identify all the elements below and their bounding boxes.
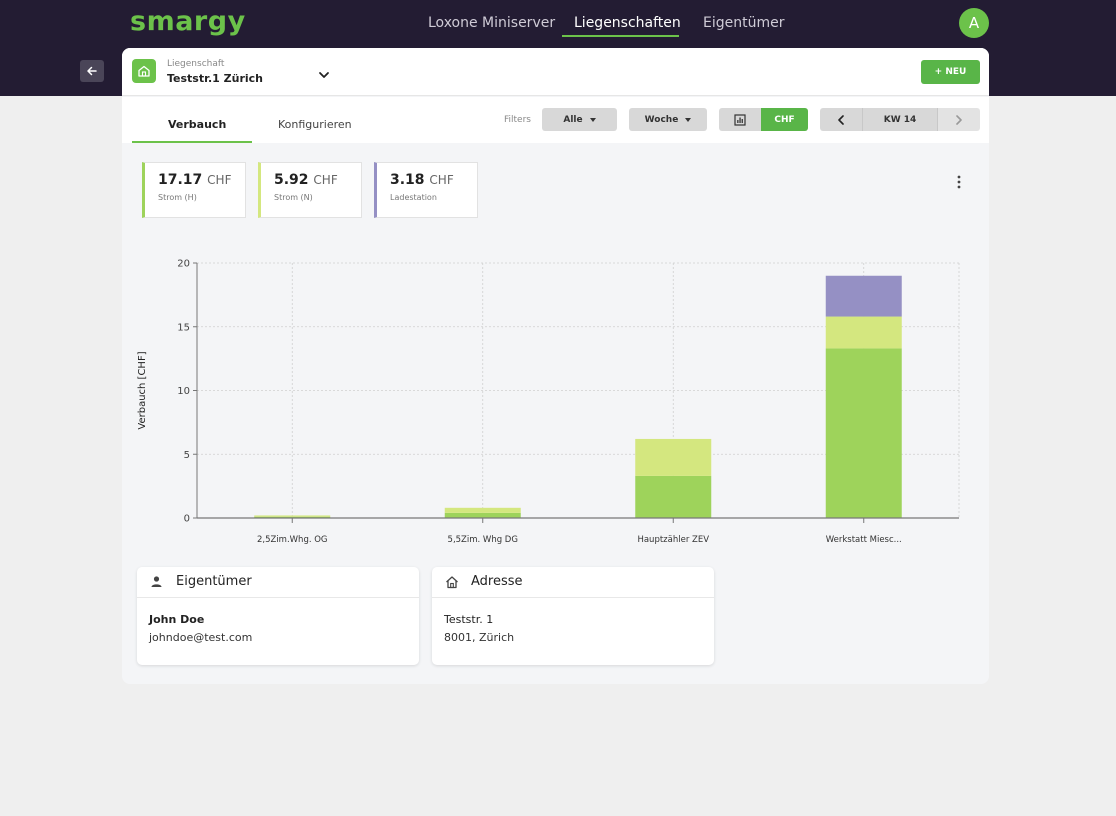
- filters-label: Filters: [504, 115, 531, 125]
- bar-segment: [444, 507, 521, 513]
- owner-card-header: Eigentümer: [137, 567, 419, 598]
- bar-segment: [825, 348, 902, 518]
- address-card-header: Adresse: [432, 567, 714, 598]
- address-city: 8001, Zürich: [444, 631, 515, 644]
- filter-period-dropdown[interactable]: Woche: [629, 108, 707, 131]
- chevron-down-icon[interactable]: [318, 65, 330, 84]
- bar-segment: [635, 475, 712, 518]
- address-street: Teststr. 1: [444, 613, 494, 626]
- chevron-right-icon: [956, 114, 962, 125]
- owner-card: Eigentümer John Doe johndoe@test.com: [137, 567, 419, 665]
- filter-all-dropdown[interactable]: Alle: [542, 108, 617, 131]
- tab-active-indicator: [132, 141, 252, 143]
- bar-segment: [444, 512, 521, 518]
- more-vertical-icon[interactable]: [957, 174, 961, 193]
- home-icon: [446, 576, 458, 589]
- nav-eigentuemer[interactable]: Eigentümer: [703, 15, 785, 31]
- property-name: Teststr.1 Zürich: [167, 72, 263, 85]
- kpi-value: 3.18 CHF: [390, 172, 454, 188]
- owner-card-title: Eigentümer: [176, 574, 252, 589]
- kpi-card: 17.17 CHF Strom (H): [142, 162, 246, 218]
- bar-segment: [635, 438, 712, 476]
- y-axis-label: Verbauch [CHF]: [137, 351, 148, 429]
- prev-week-button[interactable]: [820, 108, 862, 131]
- chevron-left-icon: [838, 114, 844, 125]
- home-icon: [132, 59, 156, 83]
- caret-down-icon: [685, 117, 692, 122]
- kpi-label: Strom (N): [274, 193, 313, 202]
- nav-liegenschaften[interactable]: Liegenschaften: [574, 15, 681, 31]
- kpi-value: 5.92 CHF: [274, 172, 338, 188]
- chart-view-toggle[interactable]: [719, 108, 761, 131]
- arrow-left-icon: [87, 66, 97, 76]
- x-tick-label: Werkstatt Miesc...: [826, 535, 902, 545]
- y-tick-label: 20: [177, 259, 190, 270]
- y-tick-label: 0: [184, 514, 190, 525]
- x-tick-label: 2,5Zim.Whg. OG: [257, 535, 328, 545]
- back-button[interactable]: [80, 60, 104, 82]
- new-button[interactable]: + NEU: [921, 60, 980, 84]
- kpi-label: Ladestation: [390, 193, 437, 202]
- bar-segment: [254, 515, 331, 517]
- property-card: Liegenschaft Teststr.1 Zürich + NEU Verb…: [122, 48, 989, 684]
- nav-active-indicator: [562, 35, 679, 37]
- y-tick-label: 5: [184, 450, 190, 461]
- user-avatar[interactable]: A: [959, 8, 989, 38]
- address-card-title: Adresse: [471, 574, 523, 589]
- bar-segment: [825, 316, 902, 349]
- filter-period-label: Woche: [644, 114, 679, 125]
- chf-toggle[interactable]: CHF: [761, 108, 808, 131]
- bar-chart-icon: [734, 113, 746, 126]
- app-logo[interactable]: smargy: [130, 6, 246, 37]
- filter-all-label: Alle: [563, 114, 583, 125]
- bar-segment: [825, 275, 902, 317]
- y-tick-label: 10: [177, 386, 190, 397]
- tab-konfigurieren[interactable]: Konfigurieren: [278, 118, 352, 131]
- week-label: KW 14: [862, 108, 938, 131]
- person-icon: [151, 576, 162, 587]
- x-tick-label: Hauptzähler ZEV: [637, 535, 709, 545]
- tabs-bar: Verbauch Konfigurieren Filters Alle Woch…: [122, 97, 989, 143]
- owner-name: John Doe: [149, 613, 205, 626]
- property-header: Liegenschaft Teststr.1 Zürich + NEU: [122, 48, 989, 96]
- kpi-card: 3.18 CHF Ladestation: [374, 162, 478, 218]
- y-tick-label: 15: [177, 322, 190, 333]
- caret-down-icon: [589, 117, 596, 122]
- address-card: Adresse Teststr. 1 8001, Zürich: [432, 567, 714, 665]
- x-tick-label: 5,5Zim. Whg DG: [448, 535, 518, 545]
- consumption-chart: 0 5 10 15 20 2,5Zim.Whg. OG 5,5Zim. Whg DG Haup…: [137, 259, 960, 545]
- tab-verbauch[interactable]: Verbauch: [168, 118, 227, 131]
- kpi-value: 17.17 CHF: [158, 172, 232, 188]
- kpi-card: 5.92 CHF Strom (N): [258, 162, 362, 218]
- owner-email[interactable]: johndoe@test.com: [149, 631, 253, 644]
- next-week-button[interactable]: [938, 108, 980, 131]
- bar-segment: [254, 516, 331, 518]
- property-label: Liegenschaft: [167, 59, 225, 69]
- kpi-label: Strom (H): [158, 193, 197, 202]
- nav-loxone-miniserver[interactable]: Loxone Miniserver: [428, 15, 556, 31]
